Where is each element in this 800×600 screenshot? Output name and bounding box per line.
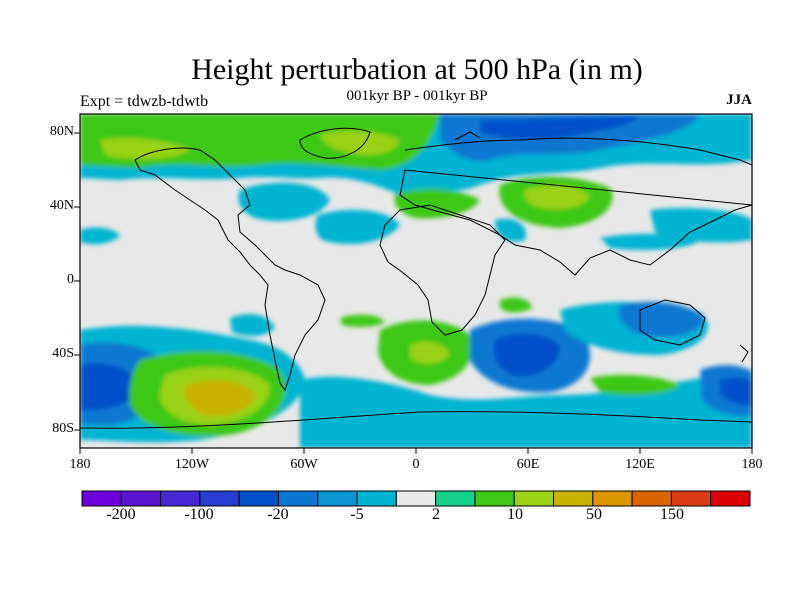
colorbar-swatch (513, 490, 555, 507)
contour-field (80, 114, 752, 448)
colorbar-swatch (592, 490, 633, 507)
colorbar-swatch (277, 490, 319, 507)
lon-tick-label: 60W (290, 457, 318, 472)
lat-tick-label: 40N (49, 198, 74, 213)
colorbar-swatch (553, 490, 594, 507)
plot-title: Height perturbation at 500 hPa (in m) (191, 53, 643, 86)
colorbar-label: 50 (586, 506, 602, 523)
lon-tick-label: 180 (741, 457, 763, 472)
lon-tick-label: 0 (412, 457, 420, 472)
colorbar (81, 490, 751, 507)
lat-tick-label: 40S (52, 346, 74, 361)
colorbar-swatch (160, 490, 201, 507)
colorbar-swatch (395, 490, 437, 507)
lon-tick-label: 60E (516, 457, 540, 472)
season-label: JJA (726, 92, 752, 108)
lat-tick-label: 80S (52, 421, 74, 436)
lon-tick-label: 120E (625, 457, 655, 472)
colorbar-swatch (356, 490, 397, 507)
colorbar-swatch (120, 490, 162, 507)
lon-tick-label: 120W (174, 457, 210, 472)
colorbar-swatch (199, 490, 240, 507)
colorbar-label: -5 (350, 506, 364, 523)
colorbar-swatch (631, 490, 672, 507)
colorbar-swatch (238, 490, 279, 507)
colorbar-swatch (317, 490, 358, 507)
colorbar-swatch (81, 490, 122, 507)
colorbar-swatch (670, 490, 712, 507)
lon-tick-label: 180 (69, 457, 91, 472)
coastlines (80, 127, 752, 429)
period-label: 001kyr BP - 001kyr BP (346, 88, 488, 104)
colorbar-swatch (435, 490, 476, 507)
lat-tick-label: 0 (67, 272, 74, 287)
colorbar-label: 150 (660, 506, 684, 523)
colorbar-swatch (474, 490, 515, 507)
experiment-label: Expt = tdwzb-tdwtb (80, 93, 209, 110)
colorbar-label: -200 (106, 506, 136, 523)
colorbar-swatch (710, 490, 751, 507)
colorbar-label: -100 (184, 506, 214, 523)
lat-tick-label: 80N (49, 124, 74, 139)
colorbar-label: -20 (267, 506, 289, 523)
colorbar-label: 2 (432, 506, 440, 523)
colorbar-label: 10 (507, 506, 523, 523)
axis-ticks (74, 132, 753, 454)
